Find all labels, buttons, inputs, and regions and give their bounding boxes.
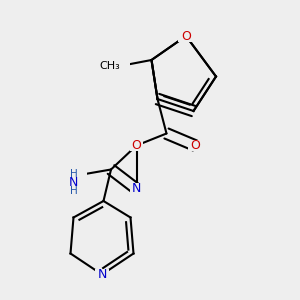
Text: N: N [97, 268, 107, 281]
FancyBboxPatch shape [188, 140, 202, 151]
FancyBboxPatch shape [66, 167, 87, 184]
Text: N: N [69, 176, 78, 190]
Text: O: O [132, 139, 141, 152]
Text: O: O [181, 29, 191, 43]
FancyBboxPatch shape [95, 269, 109, 280]
Text: H: H [70, 185, 77, 196]
Text: O: O [190, 139, 200, 152]
FancyBboxPatch shape [130, 183, 143, 195]
Text: H: H [70, 169, 77, 179]
FancyBboxPatch shape [178, 30, 194, 42]
FancyBboxPatch shape [110, 60, 130, 72]
FancyBboxPatch shape [130, 140, 143, 151]
Text: N: N [132, 182, 141, 196]
Text: CH₃: CH₃ [99, 61, 120, 71]
